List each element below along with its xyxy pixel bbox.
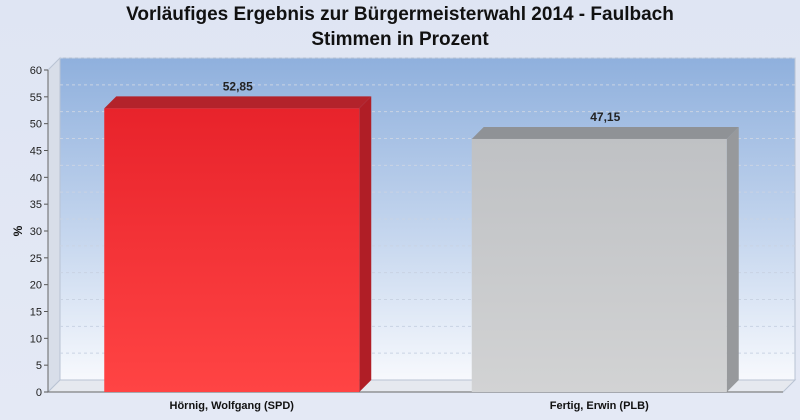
bar-top [104,96,372,109]
chart-title-line1: Vorläufiges Ergebnis zur Bürgermeisterwa… [126,4,674,25]
bar [471,126,739,392]
bar-front [471,138,727,392]
data-label: 52,85 [223,79,253,93]
x-tick-label: Fertig, Erwin (PLB) [550,400,649,412]
y-tick-label: 45 [30,146,42,158]
y-tick-label: 50 [30,119,42,131]
y-tick-label: 20 [30,280,42,292]
y-tick-label: 40 [30,172,42,184]
y-tick-label: 30 [30,226,42,238]
plot-side-wall [47,56,61,394]
y-tick-label: 10 [30,333,42,345]
y-tick-label: 5 [36,360,42,372]
chart-title: Vorläufiges Ergebnis zur Bürgermeisterwa… [0,2,800,52]
bar-side [726,126,739,392]
bar [104,96,372,392]
bar-front [104,108,360,392]
y-tick-label: 25 [30,253,42,265]
bar-top [471,126,739,139]
x-tick-label: Hörnig, Wolfgang (SPD) [170,400,295,412]
y-tick-label: 35 [30,199,42,211]
y-tick-label: 60 [30,65,42,77]
y-tick-label: 15 [30,307,42,319]
data-label: 47,15 [590,110,620,124]
chart-subtitle: Stimmen in Prozent [311,29,489,50]
y-tick-label: 55 [30,92,42,104]
bar-side [359,96,372,392]
y-axis-label: % [11,225,25,236]
y-tick-label: 0 [36,387,42,399]
